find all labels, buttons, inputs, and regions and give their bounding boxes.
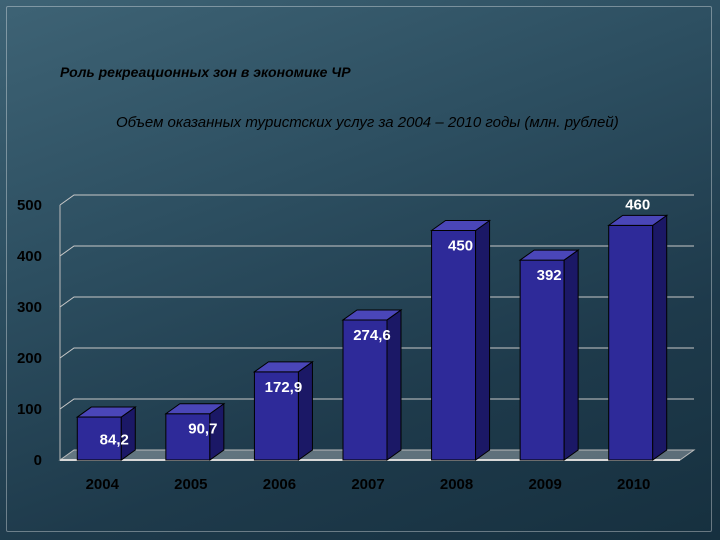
bar xyxy=(431,230,477,461)
bar-side xyxy=(475,219,491,461)
data-label: 172,9 xyxy=(265,379,303,396)
bar xyxy=(608,224,654,461)
slide-title: Роль рекреационных зон в экономике ЧР xyxy=(60,64,351,80)
x-tick-label: 2010 xyxy=(617,476,650,493)
data-label: 90,7 xyxy=(188,421,217,438)
bar-top xyxy=(252,361,314,373)
bar-side xyxy=(652,214,668,461)
bar-top xyxy=(518,249,580,261)
y-tick-label: 300 xyxy=(17,299,42,316)
y-tick-label: 0 xyxy=(34,452,42,469)
y-tick-label: 100 xyxy=(17,401,42,418)
data-label: 84,2 xyxy=(100,432,129,449)
bar xyxy=(342,319,388,461)
bar-side xyxy=(563,249,579,461)
data-label: 460 xyxy=(625,196,650,213)
bar-top xyxy=(164,403,226,415)
gridline xyxy=(59,245,694,257)
y-tick-label: 500 xyxy=(17,197,42,214)
data-label: 274,6 xyxy=(353,327,391,344)
x-tick-label: 2008 xyxy=(440,476,473,493)
y-tick-label: 200 xyxy=(17,350,42,367)
data-label: 392 xyxy=(537,267,562,284)
bar-top xyxy=(341,309,403,321)
slide-frame xyxy=(6,6,712,532)
x-tick-label: 2007 xyxy=(351,476,384,493)
x-tick-label: 2009 xyxy=(528,476,561,493)
gridline xyxy=(59,194,694,206)
y-tick-label: 400 xyxy=(17,248,42,265)
data-label: 450 xyxy=(448,238,473,255)
bar-side xyxy=(297,360,313,461)
bar xyxy=(253,371,299,461)
gridline xyxy=(59,296,694,308)
bar-top xyxy=(607,214,669,226)
bar xyxy=(519,259,565,461)
bar-top xyxy=(75,406,137,418)
chart-subtitle: Объем оказанных туристских услуг за 2004… xyxy=(116,114,619,131)
x-tick-label: 2006 xyxy=(263,476,296,493)
bar-top xyxy=(430,220,492,231)
x-tick-label: 2005 xyxy=(174,476,207,493)
bar xyxy=(76,416,122,461)
x-tick-label: 2004 xyxy=(86,476,120,493)
